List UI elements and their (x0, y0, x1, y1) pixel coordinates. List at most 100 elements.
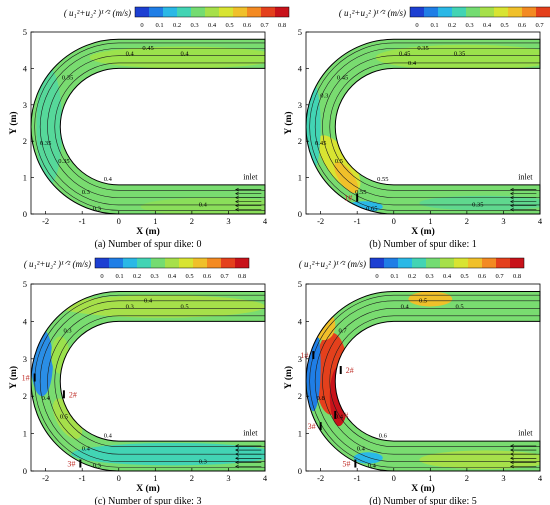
colorbar-swatch (95, 258, 109, 268)
y-tick-label: 1 (298, 173, 302, 183)
y-tick-label: 2 (23, 391, 27, 401)
panel-caption: (b) Number of spur dike: 1 (369, 239, 476, 250)
contour-label: 0.4 (401, 303, 410, 310)
x-tick-label: 3 (501, 473, 505, 483)
contour-label: 0.35 (58, 158, 69, 165)
colorbar-swatch (261, 7, 275, 17)
x-tick-label: -2 (317, 216, 324, 226)
contour-line (329, 62, 540, 191)
x-tick-label: 2 (190, 216, 194, 226)
zone-inner-bend (36, 68, 63, 185)
contour-label: 0.45 (399, 51, 410, 58)
velocity-field (31, 39, 266, 214)
contour-line (39, 48, 265, 206)
contour-label: 0.55 (377, 176, 388, 183)
colorbar-swatch (468, 258, 482, 268)
colorbar-swatch (233, 7, 247, 17)
contour-line (39, 300, 265, 462)
contour-label: 0.5 (60, 414, 68, 421)
axes-frame (305, 31, 541, 215)
colorbar-swatch (177, 7, 191, 17)
y-tick-label: 4 (23, 316, 28, 326)
colorbar-tick-label: 0.1 (155, 22, 163, 29)
spur-dike (33, 373, 36, 382)
inlet-arrows (510, 187, 537, 212)
colorbar-tick-label: 0.4 (483, 22, 492, 29)
colorbar-swatch (370, 258, 384, 268)
contour-label: 0.5 (181, 303, 189, 310)
contour-label: 0.4 (104, 176, 113, 183)
x-tick-label: 4 (538, 216, 543, 226)
x-axis-label: X (m) (136, 226, 159, 237)
y-tick-label: 5 (23, 279, 27, 289)
y-tick-label: 0 (298, 209, 302, 219)
velocity-field (306, 291, 540, 471)
inlet-label: inlet (243, 172, 258, 181)
colorbar-swatch (508, 7, 522, 17)
spur-dike (79, 459, 82, 468)
panel-d: inlet 5# 4# 3# 2# 1# 0.5 0.4 0.5 0.7 0.8 0.4 0.6 0.4 0… (283, 257, 543, 505)
contour-label: 0.3 (126, 303, 134, 310)
spur-dike-label: 5# (342, 460, 350, 469)
inlet-arrowhead (510, 444, 514, 448)
colorbar-swatch (207, 258, 221, 268)
colorbar-swatch (137, 258, 151, 268)
inlet-arrowhead (510, 187, 514, 192)
y-axis-label: Y (m) (283, 366, 294, 389)
y-tick-label: 4 (298, 316, 303, 326)
contour-label: 0.4 (104, 432, 113, 439)
contour-line (322, 55, 540, 198)
spur-dike-label: 1# (344, 194, 352, 203)
contour-label: 0.55 (355, 189, 366, 196)
x-tick-label: 1 (428, 473, 432, 483)
x-axis-label: X (m) (411, 483, 434, 494)
zone-outer-slow (306, 82, 321, 171)
y-tick-label: 3 (23, 100, 27, 110)
contour-lines (34, 42, 265, 211)
colorbar-tick-label: 0.6 (478, 273, 487, 280)
contour-label: 0.5 (335, 158, 343, 165)
colorbar-tick-label: 0.7 (220, 273, 229, 280)
colorbar-swatch (510, 258, 524, 268)
panel-caption: (c) Number of spur dike: 3 (95, 496, 202, 505)
x-tick-label: 3 (501, 216, 505, 226)
inlet-arrowhead (235, 187, 239, 192)
colorbar-tick-label: 0.1 (430, 22, 438, 29)
inlet-arrowhead (510, 464, 514, 469)
inlet-label: inlet (518, 428, 533, 437)
colorbar-title: ( u₁²+u₂² )¹ᐟ² (m/s) (299, 259, 366, 269)
spur-dike (354, 459, 357, 468)
y-tick-label: 4 (23, 63, 28, 73)
contour-label: 0.35 (40, 140, 51, 147)
panel-caption: (a) Number of spur dike: 0 (95, 239, 202, 250)
colorbar-tick-label: 0.1 (115, 273, 123, 280)
colorbar-swatch (191, 7, 205, 17)
spur-dike (62, 390, 65, 399)
contour-label: 0.3 (320, 93, 328, 100)
contour-line (329, 315, 540, 447)
colorbar-tick-label: 0.5 (460, 273, 468, 280)
colorbar-tick-label: 0.8 (513, 273, 521, 280)
colorbar-tick-label: 0.4 (443, 273, 452, 280)
colorbar-tick-label: 0 (140, 22, 143, 29)
contour-label: 0.4 (82, 445, 91, 452)
colorbar-swatch (151, 258, 165, 268)
x-tick-label: 0 (117, 473, 121, 483)
velocity-field (31, 291, 266, 471)
x-tick-label: 1 (428, 216, 432, 226)
colorbar-swatch (440, 258, 454, 268)
colorbar-tick-label: 0.2 (133, 273, 141, 280)
contour-line (54, 62, 265, 191)
contour-label: 0.35 (472, 202, 483, 209)
colorbar-swatch (494, 7, 508, 17)
x-tick-label: -1 (354, 473, 361, 483)
zone-outlet (419, 450, 540, 470)
colorbar-tick-label: 0 (375, 273, 378, 280)
contour-label: 0.4 (335, 414, 344, 421)
x-tick-label: -2 (42, 216, 49, 226)
contour-label: 0.6 (379, 432, 388, 439)
colorbar-swatch (384, 258, 398, 268)
inlet-arrowhead (235, 452, 239, 456)
